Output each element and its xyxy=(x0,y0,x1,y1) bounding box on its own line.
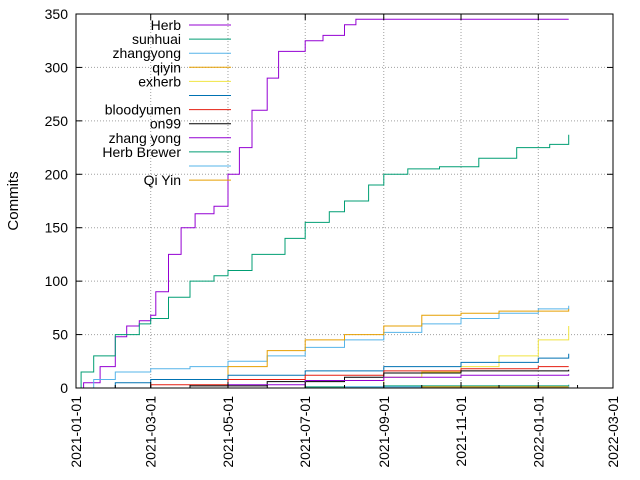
series-line-5 xyxy=(76,353,570,389)
legend-label-9: Herb Brewer xyxy=(102,144,181,160)
legend-label-2: zhangyong xyxy=(112,45,181,61)
x-tick-label: 2022-01-01 xyxy=(530,396,546,468)
x-tick-label: 2022-03-01 xyxy=(605,396,621,468)
legend-label-7: on99 xyxy=(150,116,181,132)
series-line-0 xyxy=(76,18,569,389)
y-tick-label: 200 xyxy=(45,166,69,182)
legend-label-0: Herb xyxy=(151,17,182,33)
legend-label-6: bloodyumen xyxy=(105,102,181,118)
x-axis: 2021-01-01 2021-03-01 2021-05-01 2021-07-01… xyxy=(68,14,621,468)
series-line-6 xyxy=(76,366,569,389)
x-tick-label: 2021-11-01 xyxy=(453,396,469,467)
x-tick-label: 2021-05-01 xyxy=(220,396,236,468)
x-tick-label: 2021-03-01 xyxy=(143,396,159,468)
series-line-1 xyxy=(76,134,570,389)
y-tick-label: 150 xyxy=(45,220,69,236)
y-axis: 0 50 100 150 200 250 300 350 xyxy=(45,6,613,396)
x-tick-label: 2021-01-01 xyxy=(68,396,84,468)
legend-label-11: Qi Yin xyxy=(144,172,181,188)
y-tick-label: 50 xyxy=(52,327,68,343)
x-tick-label: 2021-07-01 xyxy=(297,396,313,468)
x-tick-label: 2021-09-01 xyxy=(376,396,392,468)
legend-label-1: sunhuai xyxy=(132,31,181,47)
y-tick-label: 350 xyxy=(45,6,69,22)
series-line-4 xyxy=(76,326,570,389)
y-tick-label: 0 xyxy=(60,380,68,396)
legend-label-8: zhang yong xyxy=(109,130,181,146)
y-tick-label: 100 xyxy=(45,273,69,289)
legend-label-4: exherb xyxy=(138,73,181,89)
legend-label-3: qiyin xyxy=(152,59,181,75)
y-tick-label: 250 xyxy=(45,113,69,129)
y-axis-label: Commits xyxy=(5,171,22,230)
series-line-3 xyxy=(76,308,570,389)
y-tick-label: 300 xyxy=(45,59,69,75)
series-line-7 xyxy=(76,369,570,389)
